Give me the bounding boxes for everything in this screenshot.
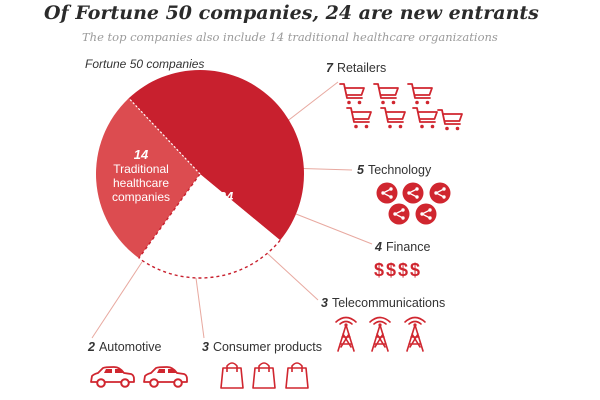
leader-line-5 — [91, 261, 143, 339]
share-icon — [415, 203, 437, 225]
pie-slice-traditional — [96, 98, 200, 259]
shopping-bag-icon — [252, 362, 276, 389]
antenna-tower-icon — [335, 316, 357, 352]
share-icon — [429, 182, 451, 204]
category-name: Consumer products — [212, 340, 323, 354]
dollar-icon: $$$$ — [374, 260, 422, 280]
slice-number: 14 — [134, 147, 149, 162]
car-icon — [143, 366, 188, 388]
leader-line-2 — [295, 213, 373, 245]
category-count: 5 — [357, 163, 364, 177]
antenna-tower-icon — [369, 316, 391, 352]
category-name: Retailers — [336, 61, 387, 75]
category-finance: 4 Finance — [375, 240, 430, 254]
slice-number: 24 — [218, 189, 234, 204]
pie-slice-remaining — [138, 174, 281, 279]
category-name: Telecommunications — [331, 296, 446, 310]
shopping-cart-icon — [373, 83, 399, 105]
slice-label-line: New — [214, 204, 238, 218]
category-count: 7 — [326, 61, 333, 75]
car-icon — [90, 366, 135, 388]
share-icon — [376, 182, 398, 204]
shopping-cart-icon — [380, 107, 406, 129]
category-count: 3 — [321, 296, 328, 310]
shopping-cart-icon — [437, 109, 463, 131]
category-technology: 5 Technology — [357, 163, 431, 177]
slice-label-line: Traditional — [113, 162, 169, 176]
category-count: 2 — [88, 340, 95, 354]
category-name: Automotive — [98, 340, 162, 354]
category-count: 4 — [375, 240, 382, 254]
category-retailers: 7 Retailers — [326, 61, 386, 75]
slice-label-line: companies — [112, 190, 170, 204]
slice-label-traditional: 14 Traditional healthcare companies — [112, 147, 170, 204]
chart-subtitle: The top companies also include 14 tradit… — [82, 30, 498, 44]
leader-line-4 — [195, 277, 205, 339]
pie-title: Fortune 50 companies — [85, 57, 205, 71]
category-count: 3 — [202, 340, 209, 354]
category-automotive: 2 Automotive — [88, 340, 161, 354]
pie-slice-remaining-edge — [138, 173, 201, 259]
slice-label-new-entrants: 24 New entrants — [204, 189, 247, 232]
shopping-bag-icon — [285, 362, 309, 389]
share-icon — [402, 182, 424, 204]
slice-label-line: healthcare — [113, 176, 169, 190]
category-name: Technology — [367, 163, 432, 177]
shopping-cart-icon — [339, 83, 365, 105]
pie-slice-new-entrants — [128, 69, 305, 241]
chart-title: Of Fortune 50 companies, 24 are new entr… — [44, 2, 539, 24]
leader-line-3 — [267, 253, 319, 301]
category-consumer-products: 3 Consumer products — [202, 340, 322, 354]
pie-slice-remaining-outline — [138, 239, 281, 279]
shopping-cart-icon — [407, 83, 433, 105]
antenna-tower-icon — [404, 316, 426, 352]
pie-seam — [128, 97, 201, 175]
category-name: Finance — [385, 240, 431, 254]
share-icon — [388, 203, 410, 225]
category-telecommunications: 3 Telecommunications — [321, 296, 445, 310]
slice-label-line: entrants — [204, 218, 247, 232]
shopping-cart-icon — [346, 107, 372, 129]
shopping-cart-icon — [412, 107, 438, 129]
shopping-bag-icon — [220, 362, 244, 389]
